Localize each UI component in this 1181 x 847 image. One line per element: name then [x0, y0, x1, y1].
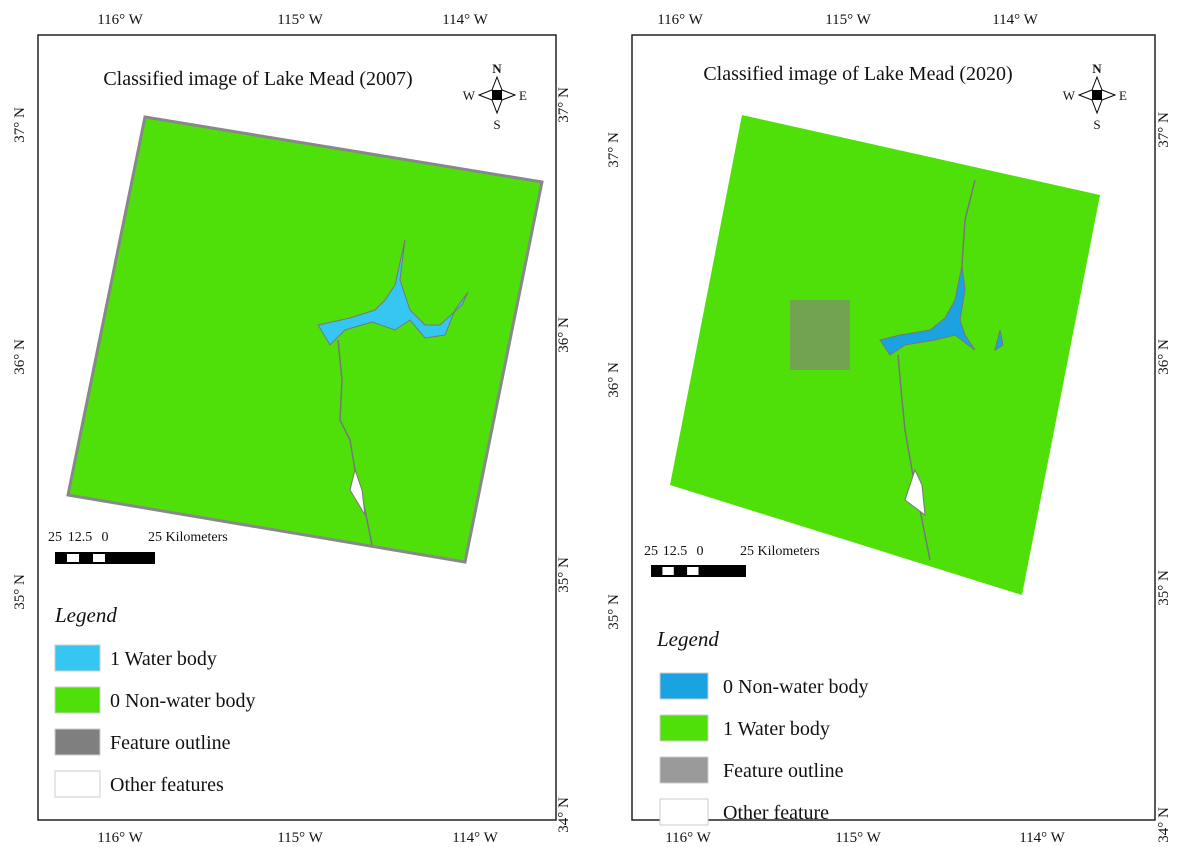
legend-label: Other features — [110, 774, 224, 796]
legend-label: Other feature — [723, 802, 829, 824]
scale-bar-segment — [67, 554, 79, 562]
scale-label: 0 — [697, 544, 704, 559]
latitude-label: 35° N — [1156, 570, 1172, 606]
compass-w: W — [1063, 88, 1076, 103]
scale-label: 25 — [48, 530, 62, 545]
legend-label: Feature outline — [110, 732, 231, 754]
latitude-label: 36° N — [556, 317, 572, 353]
scale-bar-segment — [93, 554, 105, 562]
latitude-label: 37° N — [606, 132, 622, 168]
compass-center — [1092, 90, 1102, 100]
compass-n: N — [1092, 61, 1102, 76]
river — [897, 179, 976, 561]
compass-e: E — [519, 88, 527, 103]
longitude-label: 115° W — [825, 12, 871, 28]
classified-area — [670, 115, 1100, 595]
longitude-label: 114° W — [1019, 830, 1065, 846]
legend-swatch — [659, 672, 709, 700]
compass-w: W — [463, 88, 476, 103]
scale-bar-segment — [662, 567, 674, 575]
legend-label: 1 Water body — [723, 718, 830, 740]
legend-swatch — [659, 798, 709, 826]
latitude-label: 36° N — [606, 362, 622, 398]
compass-s: S — [1093, 117, 1100, 132]
other-feature — [349, 468, 366, 516]
scale-label: 25 Kilometers — [148, 530, 228, 545]
legend-swatch — [54, 686, 101, 714]
legend-label: 0 Non-water body — [723, 676, 869, 698]
longitude-label: 115° W — [277, 830, 323, 846]
longitude-label: 116° W — [665, 830, 711, 846]
latitude-label: 34° N — [556, 797, 572, 833]
latitude-label: 37° N — [12, 107, 28, 143]
scale-label: 25 Kilometers — [740, 544, 820, 559]
longitude-label: 115° W — [835, 830, 881, 846]
latitude-label: 37° N — [556, 87, 572, 123]
compass-e: E — [1119, 88, 1127, 103]
latitude-label: 35° N — [606, 594, 622, 630]
scale-bar-segment — [687, 567, 699, 575]
legend-title: Legend — [54, 603, 117, 627]
scale-label: 0 — [102, 530, 109, 545]
legend-swatch — [54, 770, 101, 798]
legend-swatch — [659, 714, 709, 742]
scale-label: 25 — [644, 544, 658, 559]
longitude-label: 114° W — [452, 830, 498, 846]
longitude-label: 116° W — [97, 830, 143, 846]
map-title: Classified image of Lake Mead (2007) — [103, 68, 412, 90]
latitude-label: 35° N — [556, 557, 572, 593]
latitude-label: 36° N — [12, 339, 28, 375]
compass-s: S — [493, 117, 500, 132]
scale-label: 12.5 — [68, 530, 93, 545]
legend-title: Legend — [656, 627, 719, 651]
latitude-label: 37° N — [1156, 112, 1172, 148]
compass-center — [492, 90, 502, 100]
lake — [317, 239, 469, 346]
longitude-label: 116° W — [97, 12, 143, 28]
longitude-label: 116° W — [657, 12, 703, 28]
longitude-label: 114° W — [992, 12, 1038, 28]
longitude-label: 115° W — [277, 12, 323, 28]
legend-label: 1 Water body — [110, 648, 217, 670]
compass-n: N — [492, 61, 502, 76]
urban-area — [790, 300, 850, 370]
river — [337, 339, 373, 546]
other-feature — [904, 468, 926, 517]
classified-area — [66, 115, 544, 564]
legend-label: Feature outline — [723, 760, 844, 782]
latitude-label: 34° N — [1156, 807, 1172, 843]
latitude-label: 35° N — [12, 574, 28, 610]
map-title: Classified image of Lake Mead (2020) — [703, 63, 1012, 85]
longitude-label: 114° W — [442, 12, 488, 28]
legend-swatch — [54, 728, 101, 756]
legend-swatch — [659, 756, 709, 784]
lake — [879, 264, 1004, 356]
scale-label: 12.5 — [663, 544, 688, 559]
latitude-label: 36° N — [1156, 339, 1172, 375]
legend-label: 0 Non-water body — [110, 690, 256, 712]
legend-swatch — [54, 644, 101, 672]
